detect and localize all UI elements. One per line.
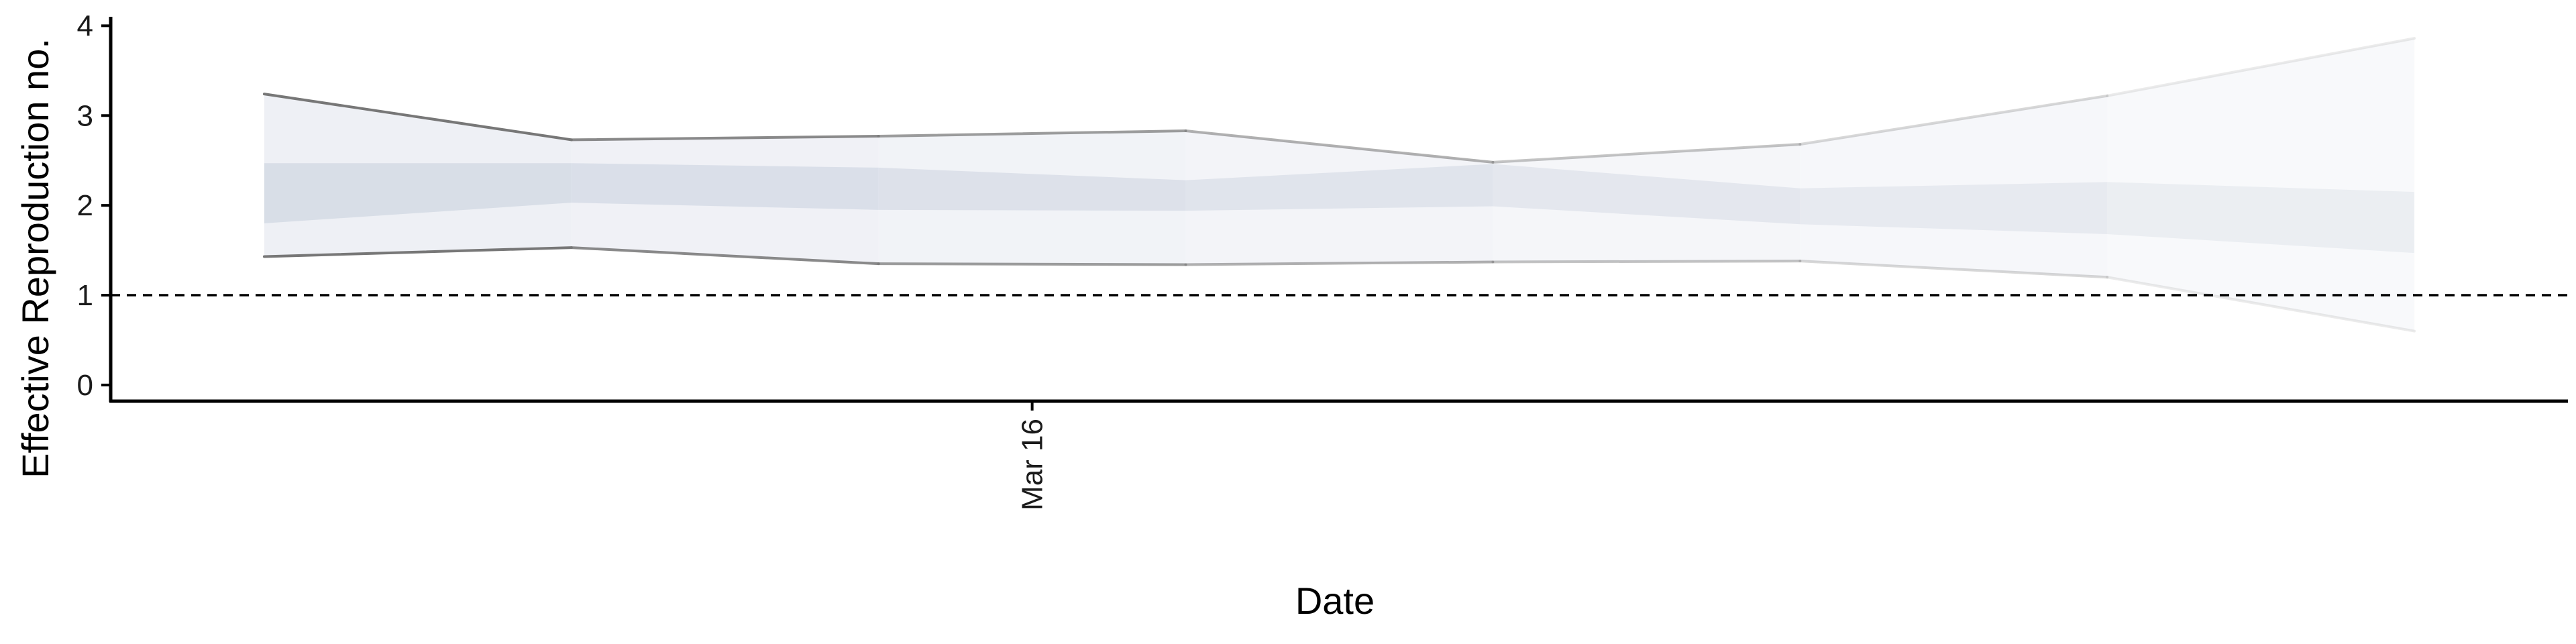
lower-interval-line (1491, 260, 1802, 264)
y-axis-title: Effective Reproduction no. (14, 38, 56, 478)
x-axis-title: Date (1295, 580, 1375, 622)
y-tick-label: 3 (77, 99, 93, 132)
upper-interval-line (1799, 94, 2109, 146)
interval-lines (262, 37, 2416, 333)
inner-band-segment (264, 163, 572, 223)
upper-interval-line (262, 93, 573, 142)
lower-interval-line (2106, 276, 2416, 333)
lower-interval-line (570, 246, 880, 266)
lower-interval-line (262, 246, 573, 258)
lower-interval-line (1184, 260, 1495, 266)
y-tick-label: 4 (77, 9, 93, 42)
upper-interval-line (2106, 37, 2416, 97)
inner-band-segment (1800, 182, 2108, 234)
inner-band-segment (878, 167, 1186, 211)
inner-band-segment (571, 163, 879, 210)
upper-interval-line (1184, 129, 1495, 164)
inner-band-segment (2107, 182, 2415, 254)
credible-interval-bands (264, 38, 2415, 331)
inner-band-segment (1185, 164, 1493, 211)
lower-interval-line (1799, 260, 2109, 279)
y-tick-label: 1 (77, 279, 93, 312)
upper-interval-line (1491, 143, 1802, 164)
y-tick-label: 0 (77, 369, 93, 402)
axes: 0 1 2 3 4 Mar 16 (77, 9, 2568, 511)
upper-interval-line (570, 135, 880, 142)
outer-band-segment (1800, 95, 2108, 278)
upper-interval-line (877, 129, 1187, 138)
y-tick-label: 2 (77, 189, 93, 222)
outer-band-segment (2107, 38, 2415, 331)
inner-band-segment (1493, 164, 1801, 225)
x-tick-label: Mar 16 (1016, 419, 1049, 511)
